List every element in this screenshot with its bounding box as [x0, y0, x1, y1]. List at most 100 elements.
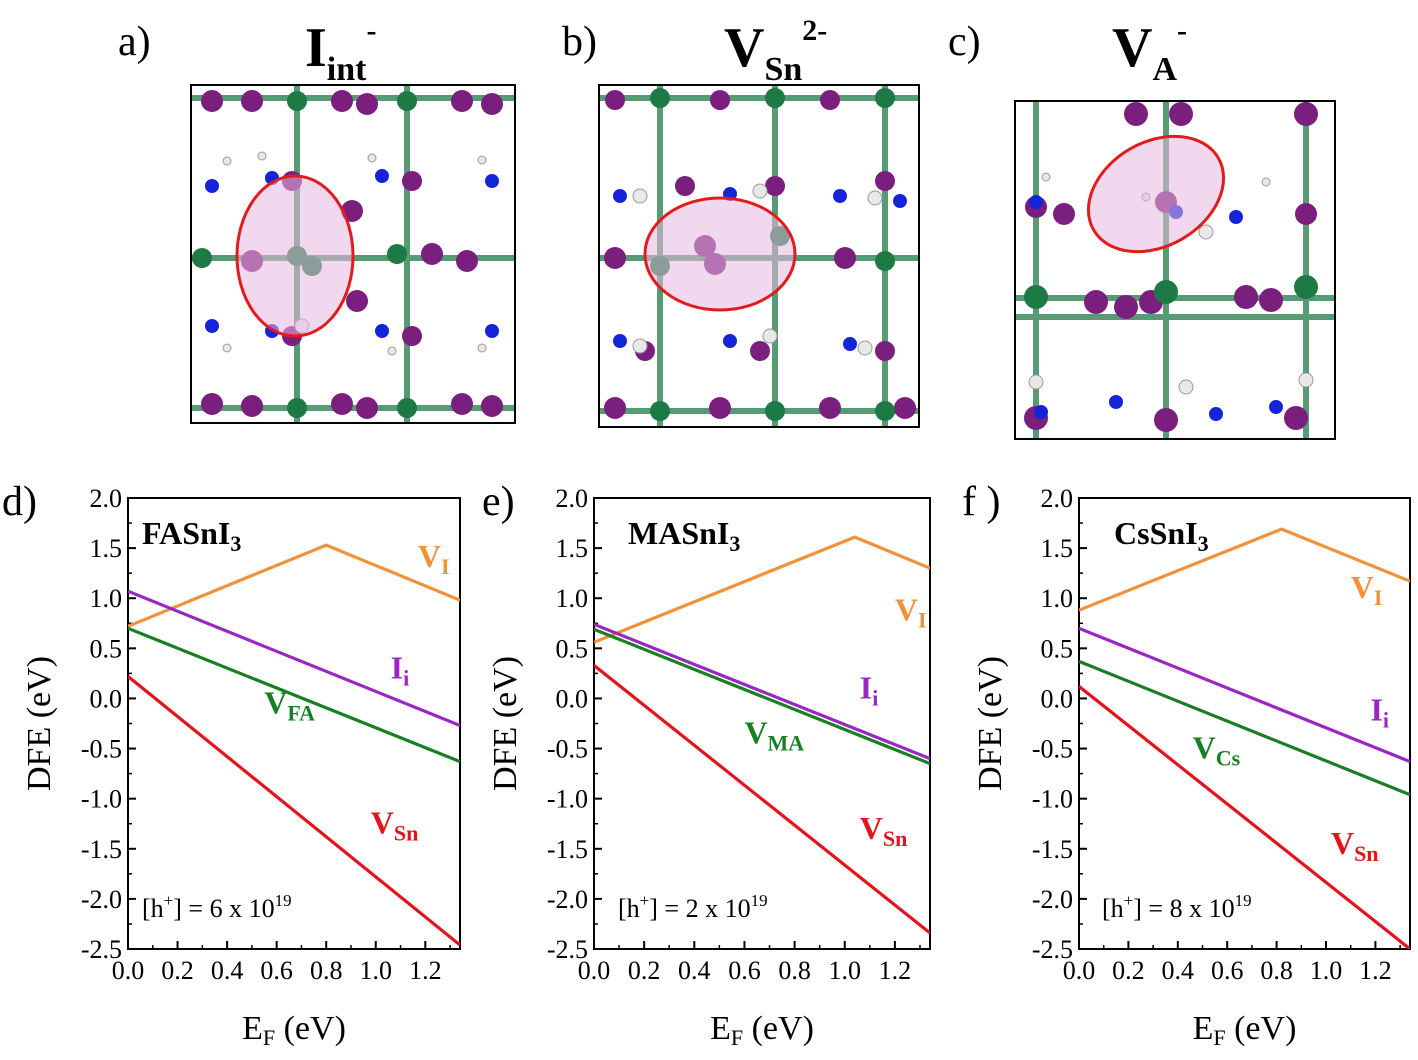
y-axis-label: DFE (eV): [21, 656, 58, 791]
x-tick-label: 0.6: [1211, 956, 1244, 985]
series-line-V_I: [1079, 527, 1410, 612]
structure-title-a-main: I: [305, 17, 327, 79]
x-axis-label-main: E: [710, 1010, 731, 1047]
y-tick-label: 1.0: [1041, 584, 1074, 613]
series-line-V_A: [594, 627, 930, 766]
hole-concentration-annotation: [h+] = 2 x 1019: [618, 891, 768, 923]
y-tick-label: -2.0: [1032, 885, 1073, 914]
plot-frame: [1078, 497, 1411, 950]
y-tick-label: 2.0: [90, 484, 123, 513]
series-line-V_Sn: [128, 675, 460, 947]
annotation-sup2: 19: [275, 891, 292, 910]
material-label-main: CsSnI: [1114, 515, 1198, 551]
series-label-sub: i: [1383, 707, 1389, 732]
y-tick-label: -0.5: [81, 735, 122, 764]
series-line-V_Sn: [594, 664, 930, 935]
series-label-sub: Sn: [394, 821, 418, 846]
x-axis-label: EF (eV): [1193, 1010, 1297, 1050]
structure-title-c-sub: A: [1152, 51, 1178, 88]
series-label-main: V: [371, 805, 394, 841]
structure-title-a-sub: int: [326, 51, 367, 88]
series-label-sub: Sn: [883, 826, 907, 851]
x-tick-label: 0.6: [728, 956, 761, 985]
material-label-sub: 3: [729, 531, 740, 556]
x-tick-label: 0.4: [1162, 956, 1195, 985]
y-tick-label: -0.5: [547, 735, 588, 764]
structure-title-a: Iint -: [305, 14, 376, 89]
structure-title-c: VA -: [1112, 14, 1187, 89]
y-tick-label: -1.5: [1032, 835, 1073, 864]
panel-letter-c: c): [948, 19, 981, 65]
material-label: FASnI3: [142, 515, 241, 556]
series-line-V_I: [128, 543, 460, 628]
material-label-main: MASnI: [628, 515, 729, 551]
hole-concentration-annotation: [h+] = 6 x 1019: [142, 891, 292, 923]
x-axis-label: EF (eV): [710, 1010, 814, 1050]
x-axis-label-main: E: [242, 1010, 263, 1047]
series-label-main: I: [391, 649, 403, 685]
series-label-main: V: [418, 538, 441, 574]
y-tick-label: -2.0: [547, 885, 588, 914]
structure-image-b: [598, 84, 920, 428]
series-line-I_i: [594, 622, 930, 761]
x-axis-label-sub: F: [263, 1025, 275, 1050]
series-label-sub: Sn: [1354, 841, 1378, 866]
x-tick-label: 1.2: [1359, 956, 1392, 985]
material-label-sub: 3: [230, 531, 241, 556]
x-tick-label: 0.2: [628, 956, 661, 985]
x-tick-label: 0.8: [778, 956, 811, 985]
y-tick-label: 2.0: [556, 484, 589, 513]
x-axis-label-unit: (eV): [275, 1010, 346, 1047]
y-tick-label: -2.0: [81, 885, 122, 914]
x-axis-label-sub: F: [731, 1025, 743, 1050]
panel-letter-b: b): [562, 19, 597, 65]
y-tick-label: 0.5: [90, 634, 123, 663]
structure-image-a: [190, 84, 516, 424]
y-axis-label: DFE (eV): [972, 656, 1009, 791]
series-label-V_A: VCs: [1193, 730, 1241, 771]
y-tick-label: 1.5: [1041, 534, 1074, 563]
x-tick-label: 0.0: [1063, 956, 1096, 985]
series-label-V_Sn: VSn: [1331, 825, 1379, 866]
annotation-sup1: +: [1124, 891, 1134, 910]
series-label-sub: i: [872, 685, 878, 710]
annotation-mid: ] = 6 x 10: [173, 894, 274, 923]
x-tick-label: 0.8: [310, 956, 343, 985]
x-tick-label: 1.2: [879, 956, 912, 985]
structure-title-c-main: V: [1112, 17, 1153, 79]
y-tick-label: 1.5: [556, 534, 589, 563]
series-label-sub: Cs: [1216, 746, 1241, 771]
annotation-mid: ] = 2 x 10: [649, 894, 750, 923]
y-tick-label: 0.5: [1041, 634, 1074, 663]
series-label-I_i: Ii: [1370, 691, 1389, 732]
series-label-main: V: [895, 591, 918, 627]
series-line-I_i: [1079, 626, 1410, 764]
annotation-sup1: +: [164, 891, 174, 910]
annotation-prefix: [h: [618, 894, 640, 923]
panel-letter: f ): [962, 479, 1000, 525]
y-tick-label: -1.0: [81, 785, 122, 814]
structure-render-a: [192, 86, 514, 422]
x-axis-label-unit: (eV): [1226, 1010, 1297, 1047]
structure-render-b: [600, 86, 918, 426]
y-tick-label: 1.0: [556, 584, 589, 613]
structure-title-a-sup: -: [366, 14, 377, 47]
series-line-V_Sn: [1079, 685, 1410, 949]
annotation-sup2: 19: [1235, 891, 1252, 910]
x-tick-label: 0.2: [161, 956, 194, 985]
y-tick-label: -0.5: [1032, 735, 1073, 764]
panel-letter-a: a): [118, 19, 151, 65]
series-label-sub: i: [403, 665, 409, 690]
y-tick-label: 0.0: [90, 684, 123, 713]
x-axis-label-sub: F: [1213, 1025, 1225, 1050]
hole-concentration-annotation: [h+] = 8 x 1019: [1102, 891, 1252, 923]
y-tick-label: -2.5: [547, 935, 588, 964]
series-label-main: V: [264, 684, 287, 720]
structure-title-b: VSn 2-: [724, 14, 827, 89]
series-line-V_A: [1079, 659, 1410, 797]
annotation-sup2: 19: [751, 891, 768, 910]
y-tick-label: -1.5: [547, 835, 588, 864]
y-axis-label: DFE (eV): [487, 656, 524, 791]
x-tick-label: 1.0: [828, 956, 861, 985]
structure-title-b-sup: 2-: [802, 14, 828, 47]
